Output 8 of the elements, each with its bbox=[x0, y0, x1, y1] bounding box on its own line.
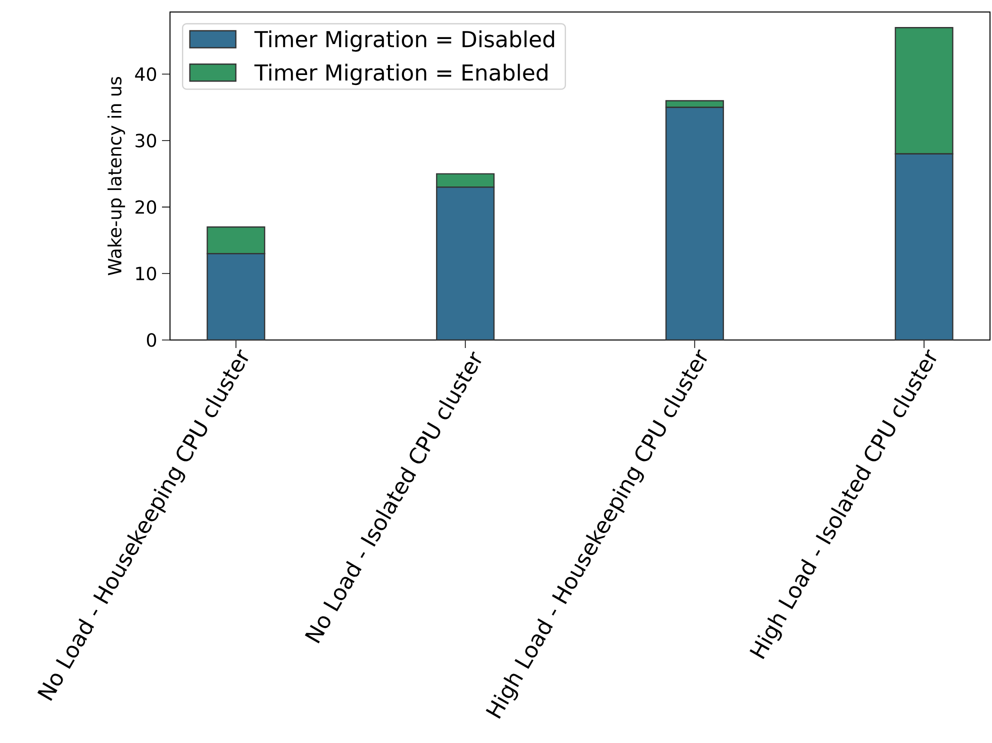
y-tick-label: 20 bbox=[136, 200, 156, 214]
legend-label: Timer Migration = Disabled bbox=[254, 30, 554, 52]
legend-label: Timer Migration = Enabled bbox=[254, 64, 548, 86]
y-tick-label: 30 bbox=[136, 134, 156, 148]
y-axis-title: Wake-up latency in us bbox=[108, 76, 126, 276]
y-tick-label: 40 bbox=[135, 67, 156, 81]
y-tick-label: 0 bbox=[146, 333, 156, 347]
y-tick-label: 10 bbox=[136, 266, 156, 280]
